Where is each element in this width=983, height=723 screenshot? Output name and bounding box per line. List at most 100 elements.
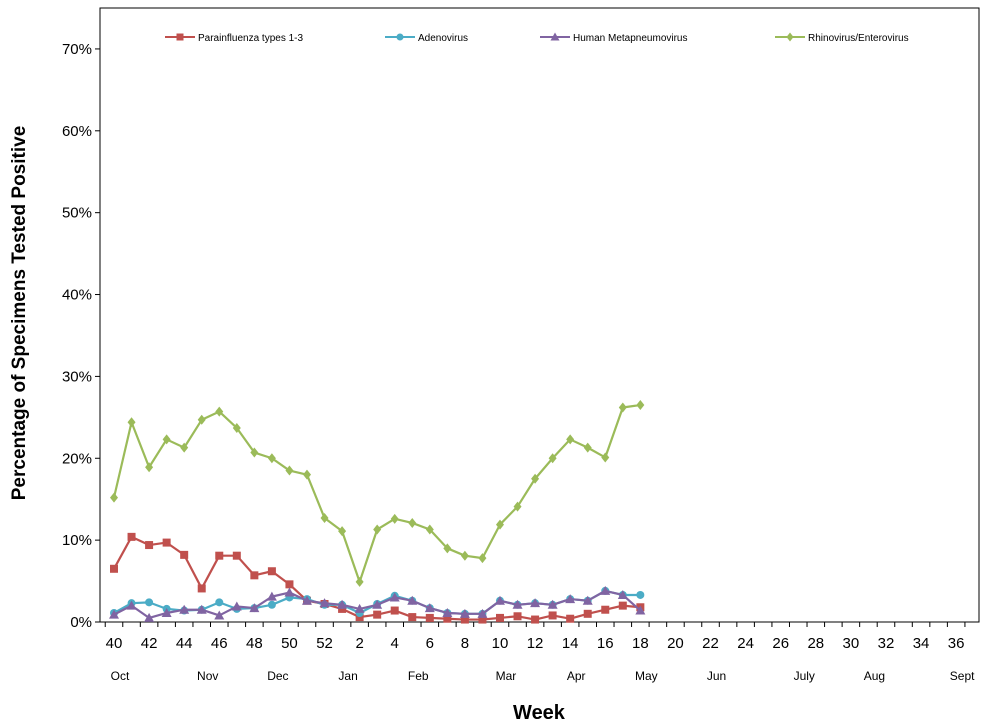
data-point (250, 447, 259, 458)
y-axis: 0% 10% 20% 30% 40% 50% 60% 70% (62, 41, 100, 631)
series-line (112, 403, 641, 583)
x-tick-label: 52 (316, 635, 333, 652)
y-tick-label: 20% (62, 450, 92, 467)
data-point (267, 453, 276, 464)
x-tick-label: 30 (843, 635, 860, 652)
x-tick-label: 26 (772, 635, 789, 652)
data-point (566, 434, 575, 445)
month-label: Feb (408, 669, 429, 683)
data-point (284, 587, 295, 597)
data-point (495, 613, 504, 622)
data-point (582, 595, 593, 605)
y-tick-label: 0% (70, 614, 92, 631)
data-point (460, 615, 469, 624)
month-label: Aug (864, 669, 885, 683)
x-tick-label: 36 (948, 635, 965, 652)
data-point (144, 612, 155, 622)
x-tick-label: 24 (737, 635, 754, 652)
data-point (636, 590, 645, 599)
x-tick-label: 14 (562, 635, 579, 652)
data-point (285, 580, 294, 589)
data-point (565, 594, 576, 604)
data-point (390, 513, 399, 524)
legend-marker (176, 33, 184, 41)
y-tick-label: 70% (62, 41, 92, 58)
legend-label: Rhinovirus/Enterovirus (808, 33, 909, 44)
series-3 (110, 400, 645, 587)
data-point (197, 414, 206, 425)
data-point (338, 526, 347, 537)
data-point (425, 524, 434, 535)
data-point (180, 442, 189, 453)
data-point (127, 417, 136, 428)
data-point (390, 606, 399, 615)
data-point (478, 553, 487, 564)
legend: Parainfluenza types 1-3 Adenovirus Human M… (165, 32, 909, 44)
data-point (513, 501, 522, 512)
data-point (109, 609, 119, 619)
data-point (478, 615, 487, 624)
legend-label: Parainfluenza types 1-3 (198, 33, 304, 44)
data-point (636, 400, 645, 411)
data-point (583, 442, 592, 453)
data-point (494, 595, 505, 605)
x-tick-label: 32 (878, 635, 895, 652)
data-point (408, 517, 417, 528)
x-tick-label: 22 (702, 635, 719, 652)
data-point (566, 614, 575, 623)
x-tick-label: 16 (597, 635, 614, 652)
data-point (338, 604, 347, 613)
x-tick-label: 40 (106, 635, 123, 652)
data-point (443, 614, 452, 623)
data-point (161, 607, 172, 617)
x-tick-label: 44 (176, 635, 193, 652)
data-point (266, 591, 277, 601)
month-label: Apr (567, 669, 586, 683)
series-0 (110, 532, 645, 624)
data-point (600, 585, 611, 595)
data-point (145, 541, 154, 550)
data-point (424, 603, 435, 613)
month-label: July (794, 669, 815, 683)
data-point (302, 469, 311, 480)
month-label: Mar (496, 669, 517, 683)
data-point (337, 599, 348, 609)
plot-border (99, 7, 980, 623)
data-point (249, 603, 260, 613)
data-point (547, 599, 558, 609)
legend-item: Rhinovirus/Enterovirus (775, 32, 909, 44)
y-tick-label: 40% (62, 287, 92, 304)
month-label: May (635, 669, 658, 683)
legend-item: Adenovirus (385, 33, 468, 44)
x-tick-label: 50 (281, 635, 298, 652)
data-point (110, 564, 118, 573)
data-point (145, 598, 154, 607)
plot-area (99, 7, 980, 623)
data-point (215, 406, 224, 417)
legend-label: Human Metapneumovirus (573, 33, 688, 44)
month-label: Dec (267, 669, 288, 683)
data-point (477, 608, 488, 618)
x-axis: 40 42 44 46 48 50 52 2 4 6 8 10 12 14 16 18 20 22 24 26 28 30… (104, 622, 983, 683)
data-point (407, 595, 418, 605)
data-point (495, 519, 504, 530)
y-tick-label: 60% (62, 123, 92, 140)
data-point (583, 609, 592, 618)
data-point (127, 532, 136, 541)
data-point (354, 603, 365, 613)
data-point (355, 613, 364, 622)
series-layer (109, 400, 646, 624)
data-point (373, 610, 382, 619)
x-tick-label: 2 (355, 635, 363, 652)
legend-item: Parainfluenza types 1-3 (165, 33, 304, 44)
data-point (635, 605, 646, 615)
data-point (162, 434, 171, 445)
x-tick-label: 28 (807, 635, 824, 652)
data-point (548, 453, 557, 464)
data-point (425, 613, 434, 622)
legend-marker (786, 32, 794, 42)
month-label: Nov (197, 669, 218, 683)
month-label: Sept (950, 669, 975, 683)
x-tick-label: 4 (391, 635, 399, 652)
